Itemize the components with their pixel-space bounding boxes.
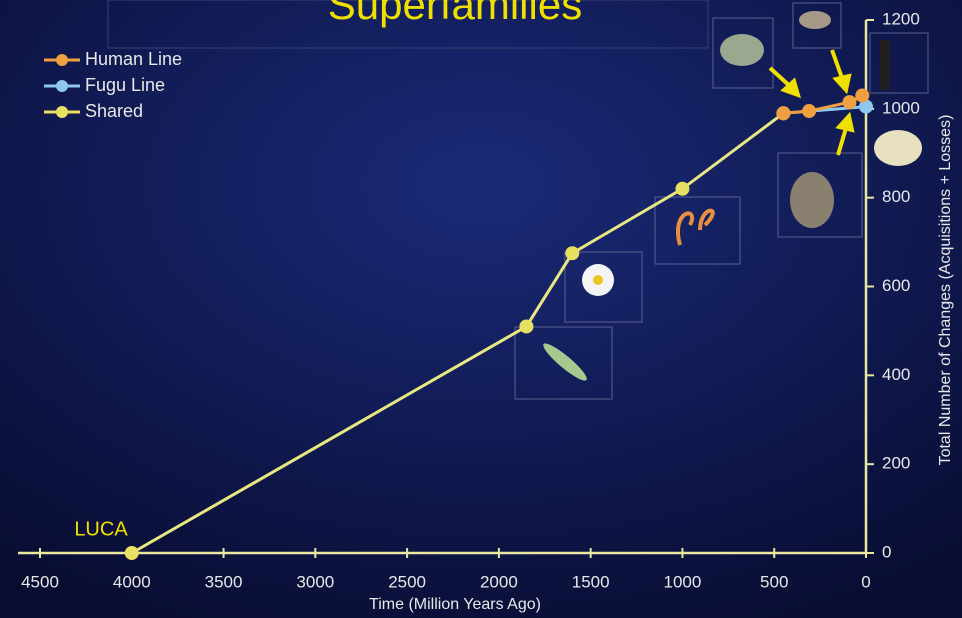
- arrows: [768, 49, 855, 156]
- legend-marker: [56, 106, 68, 118]
- data-point: [776, 106, 791, 121]
- x-tick-label: 4500: [21, 572, 59, 591]
- data-point: [859, 99, 873, 114]
- x-tick-label: 0: [861, 572, 870, 591]
- x-tick-label: 1500: [572, 572, 610, 591]
- y-tick-label: 200: [882, 454, 910, 473]
- data-point: [565, 246, 580, 261]
- legend-marker: [56, 54, 68, 66]
- image-frame: [869, 32, 929, 94]
- data-point: [519, 319, 534, 334]
- fugu: [874, 130, 922, 166]
- image-frame: [777, 152, 863, 238]
- image-frame: [654, 196, 741, 265]
- y-tick-label: 800: [882, 187, 910, 206]
- legend-label: Fugu Line: [85, 75, 165, 95]
- data-point: [802, 104, 817, 119]
- human: [880, 40, 890, 90]
- x-tick-label: 2000: [480, 572, 518, 591]
- image-frame: [514, 326, 613, 400]
- arrow-head: [780, 77, 801, 99]
- y-tick-label: 0: [882, 542, 891, 561]
- arrow-head: [835, 111, 855, 133]
- euglena: [543, 343, 587, 381]
- annotation: LUCA: [74, 518, 128, 540]
- image-frame: [792, 2, 842, 49]
- organism-images: [514, 2, 929, 400]
- y-axis-label: Total Number of Changes (Acquisitions + …: [937, 115, 954, 466]
- series-line: [783, 94, 864, 115]
- y-tick-label: 1200: [882, 9, 920, 28]
- mouse: [799, 11, 831, 29]
- title-box: [107, 0, 709, 49]
- image-frame: [564, 251, 643, 323]
- arrow: [830, 49, 844, 79]
- x-axis-label: Time (Million Years Ago): [369, 596, 541, 613]
- frog: [720, 34, 764, 66]
- chart-title: Superfamilies: [328, 0, 582, 28]
- daisy-center: [593, 275, 603, 285]
- y-tick-label: 1000: [882, 98, 920, 117]
- y-tick-label: 400: [882, 365, 910, 384]
- x-tick-label: 4000: [113, 572, 151, 591]
- image-frame: [712, 17, 774, 89]
- data-point: [124, 546, 139, 560]
- data-point: [842, 95, 857, 110]
- y-tick-label: 600: [882, 276, 910, 295]
- legend-label: Human Line: [85, 49, 182, 69]
- arrow-head: [832, 73, 852, 95]
- data-point: [675, 181, 690, 196]
- x-tick-label: 3500: [205, 572, 243, 591]
- x-tick-label: 1000: [664, 572, 702, 591]
- arrow: [836, 127, 848, 156]
- data-point: [855, 88, 870, 103]
- x-tick-label: 500: [760, 572, 788, 591]
- worm: [676, 208, 715, 246]
- legend-label: Shared: [85, 101, 143, 121]
- cat: [790, 172, 834, 228]
- x-tick-label: 2500: [388, 572, 426, 591]
- x-tick-label: 3000: [296, 572, 334, 591]
- legend-marker: [56, 80, 68, 92]
